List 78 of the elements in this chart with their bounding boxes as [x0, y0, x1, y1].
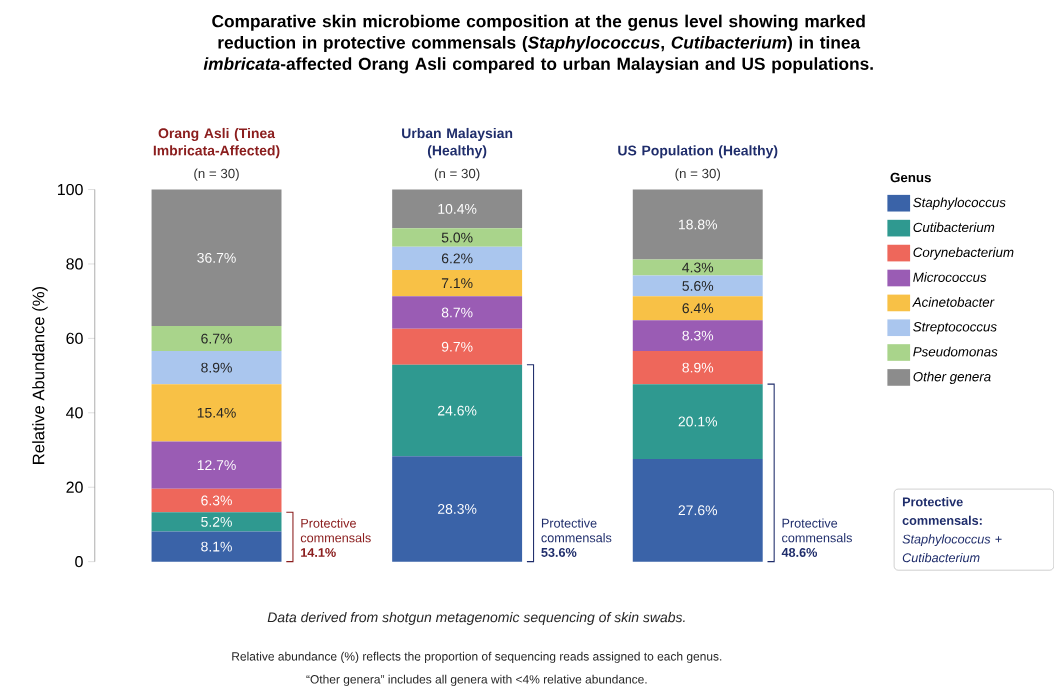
x-tick-label: Urban Malaysian (Healthy): [402, 127, 513, 159]
bar: [151, 488, 282, 512]
y-tick-label: 0: [75, 555, 83, 568]
data-label: 4.3%: [682, 262, 714, 273]
data-label: 8.9%: [201, 362, 232, 373]
bar: [632, 275, 763, 297]
bar: [392, 189, 523, 229]
bar: [151, 350, 282, 384]
legend-label: Micrococcus: [913, 272, 987, 282]
bar: [151, 383, 282, 442]
bar: [151, 511, 282, 532]
annotation: Protective commensals 53.6%: [541, 518, 612, 557]
legend-label: Pseudomonas: [913, 346, 998, 357]
y-tick-label: 40: [66, 406, 83, 419]
data-label: 36.7%: [197, 252, 236, 263]
bar: [632, 383, 763, 459]
legend-label: Streptococcus: [913, 321, 997, 334]
y-tick-label: 20: [66, 481, 83, 493]
bar: [392, 228, 523, 247]
data-label: 27.6%: [678, 505, 718, 516]
text: Protective commensals: Staphylococcus + Cutibacterium: [902, 496, 1002, 563]
data-label: 6.7%: [201, 333, 232, 344]
data-label: 8.7%: [441, 307, 473, 318]
data-label: 15.4%: [197, 407, 236, 418]
text: Data derived from shotgun metagenomic sequencing of skin swabs.: [267, 611, 685, 625]
legend-label: Other genera: [913, 371, 991, 384]
data-label: 24.6%: [438, 405, 477, 416]
bar: [392, 364, 523, 457]
data-label: 18.8%: [679, 219, 718, 230]
bar: [392, 246, 523, 270]
y-tick-label: 60: [66, 332, 83, 344]
bar: [151, 189, 282, 326]
data-label: 6.3%: [201, 495, 232, 506]
bar: [151, 441, 282, 489]
bar: [392, 328, 523, 365]
legend-label: Staphylococcus: [913, 197, 1006, 210]
data-label: 5.0%: [441, 232, 473, 243]
text: (n = 30): [434, 168, 480, 181]
y-tick-label: 100: [58, 183, 83, 195]
data-label: 10.4%: [438, 203, 477, 214]
data-label: 7.1%: [441, 278, 473, 288]
text: “Other genera” includes all genera with <4% relative abundance.: [306, 674, 647, 686]
bar: [632, 296, 763, 320]
data-label: 8.9%: [682, 362, 714, 373]
data-label: 8.3%: [682, 330, 714, 341]
legend-label: Corynebacterium: [913, 247, 1014, 260]
bar: [632, 458, 763, 562]
data-label: 6.2%: [441, 253, 473, 264]
data-label: 9.7%: [441, 341, 473, 352]
data-label: 5.2%: [201, 516, 232, 527]
bar: [392, 296, 523, 329]
bar: [632, 259, 763, 276]
data-label: 6.4%: [682, 303, 714, 314]
x-tick-label: US Population (Healthy): [618, 145, 778, 159]
legend-title: Genus: [890, 172, 931, 183]
x-tick-label: Orang Asli (Tinea Imbricata-Affected): [153, 127, 280, 159]
data-label: 8.1%: [201, 541, 232, 552]
bar: [151, 531, 282, 562]
data-label: 12.7%: [197, 459, 236, 470]
chart-title: Comparative skin microbiome composition at the genus level showing marked reduction in protective commensals (Staphylococcus, Cutibacterium) in tinea imbricata-affected Orang Asli compared to urban Malaysian and US populations.: [203, 14, 873, 74]
bar: [632, 350, 763, 384]
y-tick-label: 80: [66, 258, 83, 270]
bar: [392, 456, 523, 562]
legend-label: Acinetobacter: [912, 296, 995, 307]
bar: [632, 189, 763, 260]
text: Relative abundance (%) reflects the proportion of sequencing reads assigned to each genus.: [232, 651, 722, 663]
text: (n = 30): [675, 168, 721, 181]
legend-label: Cutibacterium: [913, 222, 995, 232]
y-axis-title: Relative Abundance (%): [32, 286, 48, 464]
bar: [392, 269, 523, 297]
data-label: 28.3%: [438, 503, 477, 514]
bar: [632, 319, 763, 351]
data-label: 20.1%: [678, 416, 718, 427]
text: (n = 30): [194, 168, 239, 181]
annotation: Protective commensals 14.1%: [300, 518, 371, 557]
data-label: 5.6%: [682, 280, 714, 291]
annotation: Protective commensals 48.6%: [781, 518, 852, 557]
bar: [151, 325, 282, 351]
